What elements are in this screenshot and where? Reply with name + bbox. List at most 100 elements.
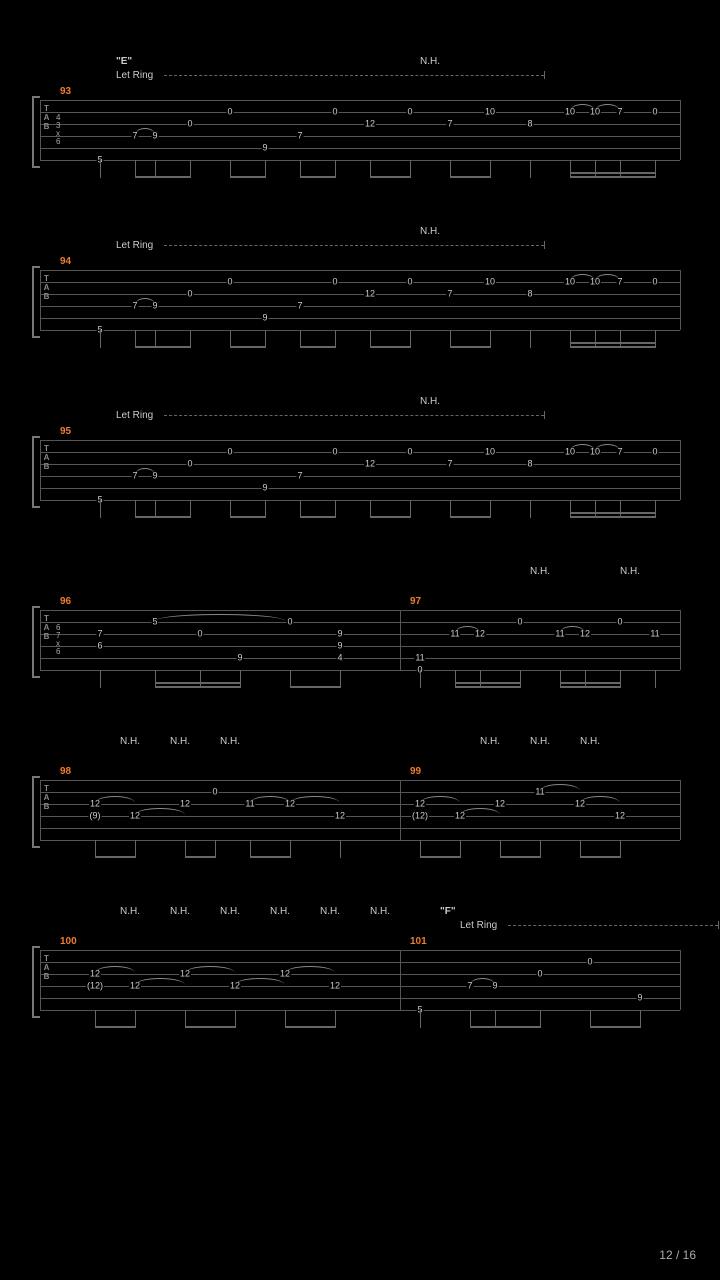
rhythm-stems <box>40 160 680 188</box>
tab-system: Let RingN.H.95TAB579009701207108101070 <box>40 440 680 500</box>
let-ring-line <box>164 75 544 76</box>
barline <box>40 270 41 330</box>
fret-number: 9 <box>261 484 268 493</box>
fret-number: 0 <box>211 788 218 797</box>
tie-arc <box>580 796 620 803</box>
fret-number: 8 <box>526 120 533 129</box>
fret-number: 6 <box>96 642 103 651</box>
fret-number: 0 <box>586 958 593 967</box>
section-marker: "E" <box>116 56 132 67</box>
nh-marker: N.H. <box>420 56 440 67</box>
rhythm-stems <box>40 330 680 358</box>
fret-number: 0 <box>226 108 233 117</box>
tab-system: N.H.N.H.N.H.N.H.N.H.N.H.9899TAB12(9)1212… <box>40 780 680 840</box>
fret-number: 9 <box>261 314 268 323</box>
nh-marker: N.H. <box>220 736 240 747</box>
let-ring-label: Let Ring <box>116 70 153 81</box>
nh-marker: N.H. <box>420 396 440 407</box>
nh-marker: N.H. <box>220 906 240 917</box>
tie-arc <box>460 808 500 815</box>
tie-arc <box>595 274 620 281</box>
fret-number: 0 <box>331 278 338 287</box>
tab-staff: TAB579009701207108101070 <box>40 440 680 500</box>
tab-page: "E"Let RingN.H.93TAB43x65790097012071081… <box>0 0 720 1280</box>
nh-marker: N.H. <box>580 736 600 747</box>
tie-arc <box>570 104 595 111</box>
barline <box>680 270 681 330</box>
tie-arc <box>95 796 135 803</box>
fret-number: 12 <box>364 290 376 299</box>
fret-number: 7 <box>296 302 303 311</box>
fret-number: 0 <box>331 448 338 457</box>
fret-number: 0 <box>226 448 233 457</box>
nh-marker: N.H. <box>270 906 290 917</box>
tie-arc <box>470 978 495 985</box>
rhythm-stems <box>40 1010 680 1038</box>
fret-number: 10 <box>484 448 496 457</box>
fret-number: 9 <box>236 654 243 663</box>
tab-staff: TAB12(12)1212121212579009 <box>40 950 680 1010</box>
fret-number: 7 <box>446 460 453 469</box>
tie-arc <box>455 626 480 633</box>
barline <box>40 440 41 500</box>
tie-arc <box>570 274 595 281</box>
tab-staff: TAB12(9)1212011121212(12)1212111212 <box>40 780 680 840</box>
barline <box>680 780 681 840</box>
nh-marker: N.H. <box>370 906 390 917</box>
fret-number: (12) <box>86 982 104 991</box>
barline <box>40 950 41 1010</box>
chord-diagram-stub: 43x6 <box>56 114 60 146</box>
fret-number: 0 <box>406 278 413 287</box>
fret-number: 0 <box>406 448 413 457</box>
tie-arc <box>135 128 155 135</box>
measure-number: 97 <box>410 596 421 607</box>
fret-number: 10 <box>484 278 496 287</box>
nh-marker: N.H. <box>530 566 550 577</box>
nh-marker: N.H. <box>530 736 550 747</box>
rhythm-stems <box>40 670 680 698</box>
fret-number: 11 <box>414 654 425 663</box>
tie-arc <box>595 104 620 111</box>
barline <box>680 950 681 1010</box>
fret-number: 0 <box>186 290 193 299</box>
measure-number: 99 <box>410 766 421 777</box>
section-marker: "F" <box>440 906 456 917</box>
measure-number: 93 <box>60 86 71 97</box>
tab-system: "E"Let RingN.H.93TAB43x65790097012071081… <box>40 100 680 160</box>
fret-number: (9) <box>89 812 102 821</box>
tab-clef: TAB <box>42 444 52 471</box>
fret-number: 0 <box>186 120 193 129</box>
measure-number: 100 <box>60 936 77 947</box>
fret-number: 0 <box>651 448 658 457</box>
fret-number: 12 <box>179 800 191 809</box>
nh-marker: N.H. <box>120 906 140 917</box>
tie-arc <box>135 298 155 305</box>
fret-number: 7 <box>96 630 103 639</box>
tie-arc <box>95 966 135 973</box>
barline <box>40 780 41 840</box>
measure-number: 96 <box>60 596 71 607</box>
tab-clef: TAB <box>42 784 52 811</box>
tab-system: N.H.N.H.9697TAB67x6765090994110111201112… <box>40 610 680 670</box>
measure-number: 98 <box>60 766 71 777</box>
nh-marker: N.H. <box>480 736 500 747</box>
tab-staff: TAB579009701207108101070 <box>40 270 680 330</box>
tie-arc <box>135 978 185 985</box>
fret-number: 0 <box>186 460 193 469</box>
barline <box>680 610 681 670</box>
tab-staff: TAB43x6579009701207108101070 <box>40 100 680 160</box>
tab-clef: TAB <box>42 954 52 981</box>
measure-number: 94 <box>60 256 71 267</box>
tie-arc <box>290 796 340 803</box>
fret-number: 12 <box>614 812 626 821</box>
fret-number: 9 <box>261 144 268 153</box>
tie-arc <box>285 966 335 973</box>
fret-number: 11 <box>649 630 660 639</box>
fret-number: 9 <box>636 994 643 1003</box>
page-number: 12 / 16 <box>659 1248 696 1262</box>
fret-number: 0 <box>651 108 658 117</box>
rhythm-stems <box>40 500 680 528</box>
fret-number: 12 <box>334 812 346 821</box>
fret-number: (12) <box>411 812 429 821</box>
fret-number: 0 <box>406 108 413 117</box>
